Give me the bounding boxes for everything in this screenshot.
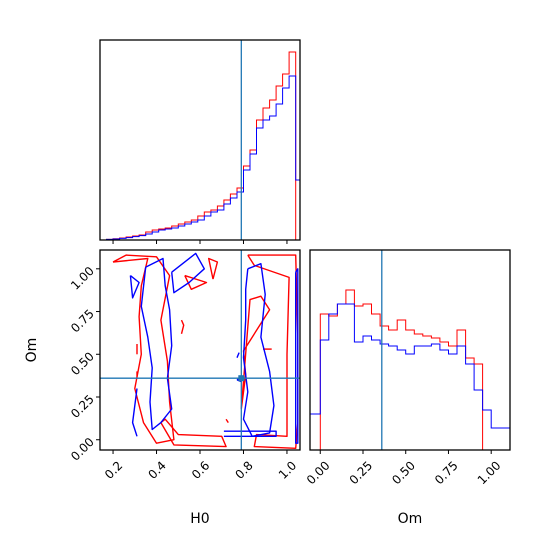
hist-h0-panel xyxy=(99,39,301,241)
contour-red-8 xyxy=(225,418,229,423)
contour-red-7 xyxy=(207,257,219,280)
hist-om-frame xyxy=(309,249,511,451)
contour-panel xyxy=(99,249,301,451)
contour-blue-5 xyxy=(295,268,299,444)
contour-blue-7 xyxy=(236,352,240,358)
x-axis-label-om: Om xyxy=(398,511,423,527)
contour-series-group xyxy=(100,250,300,450)
contour-blue-4 xyxy=(242,263,275,437)
x-axis-label-h0: H0 xyxy=(190,511,209,527)
hist-h0-blue-series xyxy=(100,75,300,240)
contour-blue-0 xyxy=(140,257,173,431)
contour-truth-marker xyxy=(238,375,245,382)
hist-h0-red-series xyxy=(100,51,300,240)
contour-blue-3 xyxy=(131,388,138,437)
hist-om-panel xyxy=(309,249,511,451)
contour-blue-1 xyxy=(171,252,206,294)
contour-blue-6 xyxy=(223,430,277,437)
contour-red-5 xyxy=(180,319,185,334)
hist-h0-series-group xyxy=(100,40,300,240)
contour-red-1 xyxy=(160,418,227,448)
hist-om-blue-series xyxy=(310,303,510,429)
hist-om-series-group xyxy=(310,250,510,450)
y-axis-label-om: Om xyxy=(24,338,40,363)
contour-blue-2 xyxy=(129,275,140,299)
